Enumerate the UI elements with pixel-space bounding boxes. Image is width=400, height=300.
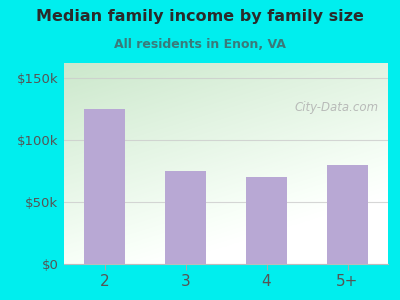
Bar (246, 177, 287, 264)
Bar (165, 171, 206, 264)
Bar (84, 109, 125, 264)
Bar (327, 165, 368, 264)
Text: Median family income by family size: Median family income by family size (36, 9, 364, 24)
Text: All residents in Enon, VA: All residents in Enon, VA (114, 38, 286, 50)
Text: City-Data.com: City-Data.com (294, 101, 378, 114)
